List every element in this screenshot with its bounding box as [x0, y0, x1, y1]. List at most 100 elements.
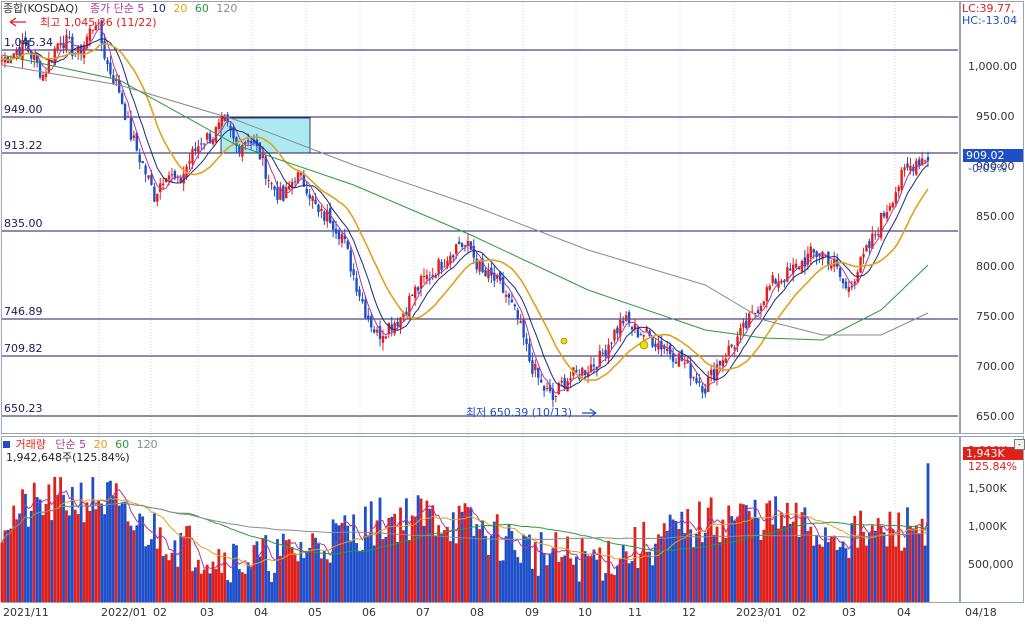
volume-bar [252, 545, 256, 602]
volume-bar [126, 521, 130, 602]
date-tick: 09 [525, 606, 539, 619]
ma60-line [1, 54, 929, 341]
candle-body [733, 347, 736, 350]
candle-body [141, 161, 144, 164]
volume-bar [0, 542, 4, 602]
candle-body [859, 256, 862, 273]
volume-bar [109, 480, 112, 602]
candle-body [267, 180, 270, 182]
candle-body [665, 348, 669, 351]
volume-bar [428, 508, 432, 602]
candle-body [868, 241, 871, 248]
volume-bar [621, 544, 625, 602]
candle-body [264, 156, 267, 179]
volume-tick: 500,000 [968, 558, 1014, 571]
date-tick: 06 [362, 606, 376, 619]
volume-bar [859, 510, 863, 602]
volume-bar [765, 503, 769, 602]
volume-bar [399, 507, 402, 602]
volume-bar [648, 551, 652, 602]
volume-bar [235, 545, 238, 602]
candle-body [847, 287, 851, 292]
candle-body [865, 245, 868, 252]
ma10-line [1, 38, 929, 389]
candle-body [173, 171, 177, 179]
volume-bar [566, 536, 569, 602]
volume-bar [504, 536, 508, 602]
candle-body [194, 148, 197, 151]
volume-bar [384, 536, 388, 602]
volume-bar [311, 533, 315, 602]
date-tick: 08 [470, 606, 484, 619]
volume-bar [457, 505, 461, 602]
current-volume-tag: 1,943K [963, 447, 1023, 460]
collapse-volume-button[interactable]: - [1014, 439, 1025, 450]
candle-body [422, 276, 426, 278]
volume-bar [355, 543, 358, 602]
volume-bar [554, 532, 558, 602]
volume-bar [325, 559, 329, 602]
date-tick: 2022/01 [101, 606, 147, 619]
volume-bar [580, 538, 584, 602]
candle-body [756, 310, 760, 314]
volume-bar [6, 529, 10, 602]
volume-bar [788, 523, 792, 602]
volume-bar [50, 520, 54, 602]
volume-bar [583, 551, 587, 602]
candle-body [138, 154, 141, 163]
candle-body [575, 370, 578, 373]
candle-body [771, 275, 774, 283]
volume-bar [865, 545, 868, 602]
volume-bar [615, 565, 619, 602]
level-label: 949.00 [4, 103, 43, 116]
volume-bar [243, 573, 247, 602]
candle-body [217, 122, 221, 129]
ma20-label: 20 [173, 2, 188, 15]
volume-bar [82, 522, 86, 602]
volume-bar [220, 572, 224, 602]
volume-bar [425, 500, 429, 602]
volume-bar [867, 532, 871, 602]
candle-body [405, 311, 408, 315]
volume-bar [147, 544, 150, 602]
volume-bar [718, 542, 722, 602]
current-price-change: -0.05% [968, 162, 1007, 175]
candle-body [372, 329, 376, 333]
volume-bar [287, 539, 291, 602]
volume-bar [264, 535, 268, 602]
candle-body [762, 301, 766, 305]
candle-body [897, 186, 900, 192]
volume-bar [70, 486, 74, 602]
volume-title: 거래량 [15, 438, 46, 451]
volume-bar [161, 555, 165, 602]
ma10-label: 10 [151, 2, 166, 15]
candle-body [654, 343, 657, 348]
volume-bar [659, 536, 663, 602]
candle-body [18, 46, 21, 57]
candle-body [774, 279, 777, 285]
volume-bar [783, 526, 786, 602]
candle-body [457, 241, 461, 245]
candle-body [671, 353, 675, 362]
volume-bar [346, 525, 350, 602]
candle-body [765, 287, 769, 301]
candle-body [759, 305, 763, 311]
candle-body [736, 336, 739, 347]
volume-bar [633, 527, 637, 602]
volume-value: 1,942,648주(125.84%) [6, 451, 130, 464]
volume-bar [3, 530, 7, 602]
volume-bar [560, 556, 564, 602]
vol-ma120-line [1, 502, 929, 543]
volume-bar [9, 528, 13, 602]
volume-bar [557, 561, 561, 602]
volume-bar [914, 525, 918, 602]
ma60-label: 60 [194, 2, 209, 15]
candle-body [182, 173, 185, 184]
candle-body [361, 299, 364, 302]
price-tick: 900.00 [976, 160, 1015, 173]
volume-bar [387, 518, 391, 602]
date-tick: 03 [200, 606, 214, 619]
candle-body [642, 335, 645, 337]
volume-bar [76, 514, 80, 602]
